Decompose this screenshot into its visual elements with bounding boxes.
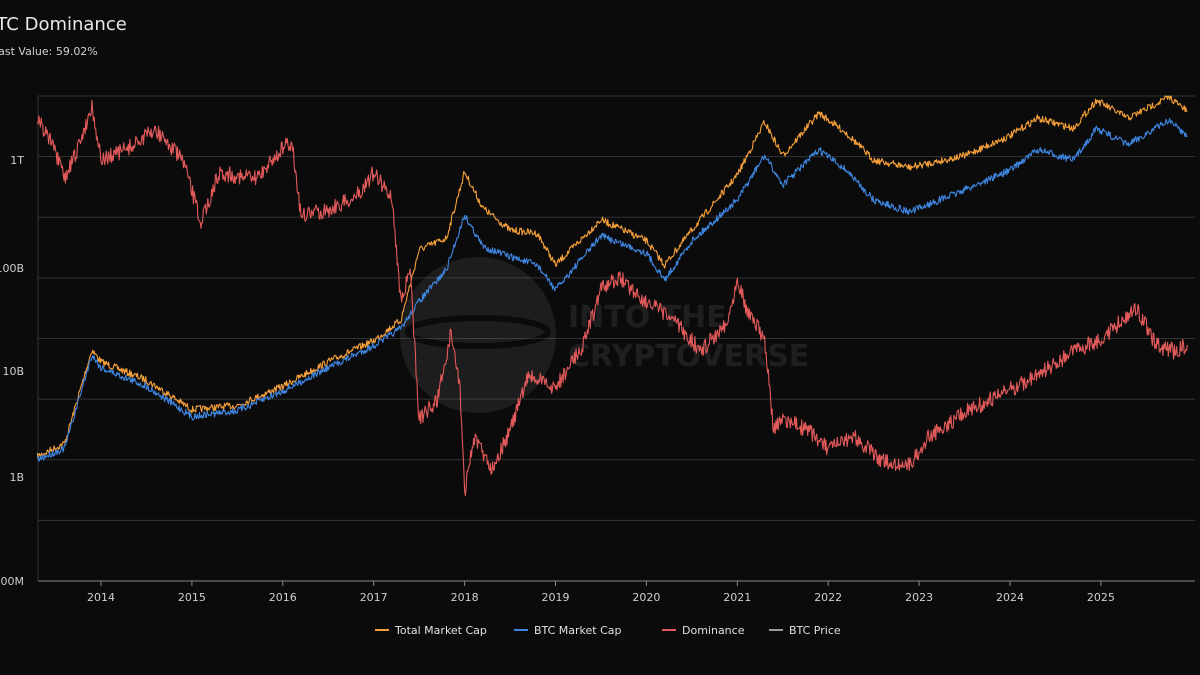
legend-item-total-market-cap[interactable]: Total Market Cap (375, 624, 487, 637)
watermark-ring (405, 315, 551, 349)
series-line-dominance (36, 99, 1188, 497)
x-tick-label: 2024 (996, 591, 1024, 604)
watermark-logo: INTO THE CRYPTOVERSE (400, 257, 809, 413)
legend-label: Dominance (682, 624, 745, 637)
chart-title: BTC Dominance (0, 14, 127, 35)
y-tick-label: 100B (0, 262, 24, 275)
x-tick-label: 2017 (360, 591, 388, 604)
y-tick-label: 100M (0, 575, 24, 588)
y-tick-label: 10B (2, 365, 24, 378)
series-line-total-market-cap (36, 95, 1188, 460)
x-tick-label: 2018 (451, 591, 479, 604)
x-tick-label: 2021 (723, 591, 751, 604)
x-tick-label: 2025 (1087, 591, 1115, 604)
x-tick-label: 2020 (632, 591, 660, 604)
watermark-circle (400, 257, 556, 413)
last-value-label: Last Value: 59.02% (0, 45, 98, 58)
legend: Total Market Cap BTC Market Cap Dominance B… (375, 624, 841, 637)
x-tick-label: 2016 (269, 591, 297, 604)
legend-item-btc-price[interactable]: BTC Price (769, 624, 841, 637)
gridlines (37, 95, 1195, 582)
x-tick-label: 2019 (542, 591, 570, 604)
legend-label: BTC Price (789, 624, 841, 637)
x-tick-label: 2014 (87, 591, 115, 604)
legend-label: BTC Market Cap (534, 624, 622, 637)
x-tick-label: 2015 (178, 591, 206, 604)
x-tick-label: 2023 (905, 591, 933, 604)
y-tick-label: 1B (9, 471, 24, 484)
x-tick-label: 2022 (814, 591, 842, 604)
legend-label: Total Market Cap (394, 624, 487, 637)
y-tick-label: 1T (10, 154, 24, 167)
legend-item-dominance[interactable]: Dominance (662, 624, 745, 637)
series-line-btc-market-cap (36, 118, 1188, 462)
legend-item-btc-market-cap[interactable]: BTC Market Cap (514, 624, 622, 637)
